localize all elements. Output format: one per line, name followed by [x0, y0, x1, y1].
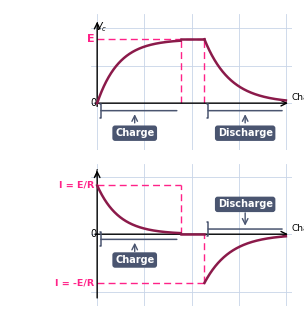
Text: Charge: Charge [292, 93, 304, 102]
Text: 0: 0 [90, 229, 96, 239]
Text: E: E [87, 34, 94, 44]
Text: I = -E/R: I = -E/R [55, 279, 94, 288]
Text: I = E/R: I = E/R [59, 181, 94, 190]
Text: Charge: Charge [292, 224, 304, 233]
Text: Charge: Charge [115, 128, 154, 138]
Text: 0: 0 [90, 98, 96, 108]
Text: $V_c$: $V_c$ [95, 21, 108, 34]
Text: I: I [95, 169, 98, 179]
Text: Discharge: Discharge [218, 128, 273, 138]
Text: Discharge: Discharge [218, 199, 273, 209]
Text: Charge: Charge [115, 255, 154, 265]
